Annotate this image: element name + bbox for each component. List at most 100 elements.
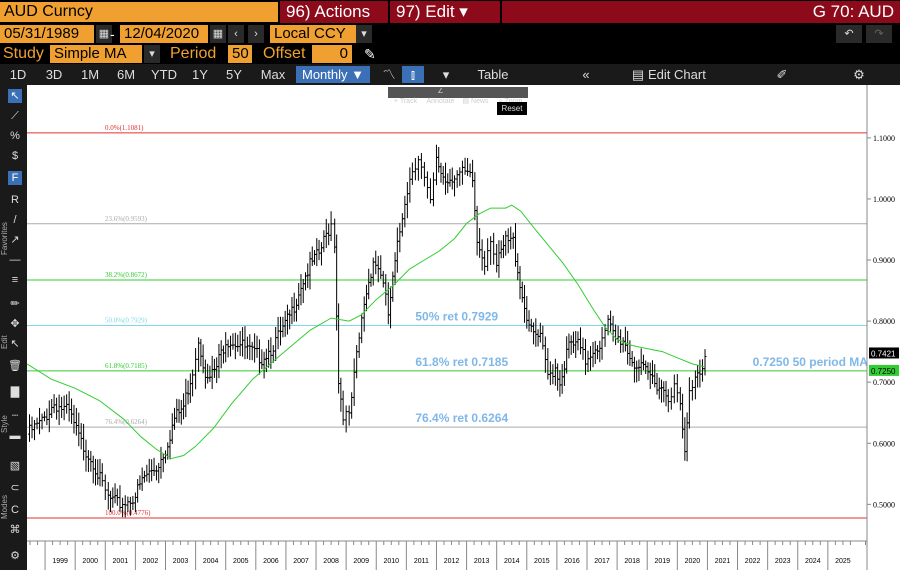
sidebar-settings-icon[interactable]: ⚙ [10, 550, 20, 562]
price-chart[interactable]: 0.0%(1.1081) 23.6%(0.9593) 38.2%(0.8672) 50… [27, 85, 900, 570]
dollar-tool-icon[interactable]: $ [11, 150, 19, 162]
actions-menu-button[interactable]: 96) Actions ▾ [280, 1, 388, 43]
c-mode-icon[interactable]: C [11, 504, 19, 516]
edit-chart-button[interactable]: Edit Chart [648, 67, 706, 82]
title-bar: AUD Curncy 96) Actions ▾ 97) Edit ▾ G 70… [0, 0, 900, 43]
chevron-down-icon[interactable]: ▾ [356, 25, 372, 43]
x-tick-label: 2007 [293, 558, 309, 565]
x-tick-label: 2006 [263, 558, 279, 565]
calendar-icon[interactable]: ▦ [96, 25, 112, 43]
y-tick-label: 0.6000 [873, 439, 895, 448]
select-icon[interactable]: ↖ [10, 338, 20, 350]
range-tab-1y[interactable]: 1Y [192, 67, 208, 82]
x-tick-label: 2004 [203, 558, 219, 565]
chart-tool-annotate[interactable]: ∠ Annotate [423, 87, 458, 107]
trash-icon[interactable]: 🗑 [8, 360, 22, 372]
line-chart-icon[interactable]: 〽 [382, 67, 396, 82]
study-select[interactable]: Simple MA [50, 45, 142, 63]
currency-select[interactable]: Local CCY [270, 25, 356, 43]
ray-icon[interactable]: ↗ [10, 234, 20, 246]
x-tick-label: 2018 [624, 558, 640, 565]
move-icon[interactable]: ✥ [10, 318, 20, 330]
line-weight-icon[interactable]: ▬ [9, 430, 21, 442]
x-tick-label: 2011 [414, 558, 429, 565]
x-tick-label: 2022 [745, 558, 761, 565]
x-tick-label: 2014 [504, 558, 520, 565]
chevron-left-icon[interactable]: ‹ [228, 25, 244, 43]
x-tick-label: 2016 [564, 558, 580, 565]
chevron-right-icon[interactable]: › [248, 25, 264, 43]
brush-icon[interactable]: ✏ [10, 298, 20, 310]
percent-tool-icon[interactable]: % [10, 130, 20, 142]
fib-annotation: 61.8% ret 0.7185 [415, 355, 508, 369]
magnet-icon[interactable]: ⊂ [10, 482, 20, 494]
calendar-icon[interactable]: ▦ [210, 25, 226, 43]
chart-id-label: G 70: AUD [502, 1, 900, 23]
x-tick-label: 2020 [685, 558, 701, 565]
chart-canvas[interactable]: 0.0%(1.1081) 23.6%(0.9593) 38.2%(0.8672) 50… [27, 85, 900, 570]
collapse-icon[interactable]: « [582, 67, 590, 82]
r-tool-icon[interactable]: R [11, 194, 19, 206]
offset-label: Offset [263, 45, 306, 62]
pencil-icon[interactable]: ✎ [364, 46, 376, 62]
x-tick-label: 2002 [143, 558, 159, 565]
chevron-down-icon[interactable]: ▾ [442, 67, 450, 82]
last-price-box [869, 364, 899, 376]
annotate-pen-icon[interactable]: ✐ [776, 67, 788, 82]
annotate-icon: ∠ [437, 88, 444, 95]
bar-chart-icon[interactable]: ⫾ [402, 66, 424, 83]
range-tab-ytd[interactable]: YTD [151, 67, 177, 82]
date-separator: - [110, 26, 115, 42]
horizontal-line-icon[interactable]: — [9, 254, 21, 266]
security-field[interactable]: AUD Curncy [0, 2, 278, 22]
sidebar-label-edit: Edit [0, 335, 9, 349]
period-field[interactable]: 50 [228, 45, 252, 63]
range-tab-1m[interactable]: 1M [80, 67, 100, 82]
news-icon: ▤ [462, 98, 472, 105]
date-range-bar: 05/31/1989 ▦ - 12/04/2020 ▦ ‹ › Local CC… [0, 24, 900, 44]
cursor-icon[interactable]: ↖ [8, 89, 22, 103]
y-tick-label: 1.0000 [873, 195, 895, 204]
x-tick-label: 2005 [233, 558, 249, 565]
pattern-icon[interactable]: ▧ [9, 460, 21, 472]
offset-field[interactable]: 0 [312, 45, 352, 63]
chart-tool-track[interactable]: + Track [388, 97, 423, 107]
interval-select[interactable]: Monthly ▼ [296, 66, 370, 83]
trendline-icon[interactable]: / [13, 214, 17, 226]
x-tick-label: 2017 [594, 558, 610, 565]
study-bar: Study Simple MA ▾ Period 50 Offset 0 ✎ [0, 44, 900, 64]
reset-button[interactable]: Reset [497, 102, 527, 115]
table-button[interactable]: Table [477, 67, 509, 82]
fib-level-label: 100.0%(0.4776) [105, 509, 151, 517]
redo-icon[interactable]: ↷ [866, 25, 892, 43]
color-icon[interactable]: ▇ [10, 386, 20, 398]
range-tab-max[interactable]: Max [260, 67, 286, 82]
chart-tool-label: Track [399, 98, 418, 105]
fibonacci-tool-icon[interactable]: F [8, 171, 22, 185]
settings-gear-icon[interactable]: ⚙ [853, 67, 865, 82]
x-tick-label: 2010 [384, 558, 400, 565]
fib-level-label: 23.6%(0.9593) [105, 215, 148, 223]
sidebar-label-style: Style [0, 415, 9, 433]
drawing-tools-sidebar: ↖ ⟋ % $ F R / ↗ — ≡ ✏ ✥ ↖ 🗑 ▇ ┄ ▬ ▧ ⊂ C … [0, 85, 27, 570]
channel-icon[interactable]: ≡ [11, 274, 19, 286]
zoom-icon: ⌕ [499, 98, 505, 105]
chart-tool-zoom[interactable]: ⌕ Zoom [493, 97, 528, 107]
line-style-icon[interactable]: ┄ [11, 410, 19, 422]
range-tab-3d[interactable]: 3D [45, 67, 63, 82]
chevron-down-icon[interactable]: ▾ [144, 45, 160, 63]
fib-level-label: 50.0%(0.7929) [105, 316, 148, 324]
start-date-field[interactable]: 05/31/1989 [0, 25, 94, 43]
undo-icon[interactable]: ↶ [836, 25, 862, 43]
range-tab-6m[interactable]: 6M [116, 67, 136, 82]
link-icon[interactable]: ⌘ [9, 524, 21, 536]
last-price-box [869, 347, 899, 359]
chart-tool-label: News [471, 98, 489, 105]
end-date-field[interactable]: 12/04/2020 [120, 25, 208, 43]
sidebar-label-modes: Modes [0, 494, 9, 519]
range-tab-5y[interactable]: 5Y [226, 67, 242, 82]
chart-tool-news[interactable]: ▤ News [458, 97, 493, 107]
edit-menu-button[interactable]: 97) Edit ▾ [390, 1, 500, 23]
draw-line-icon[interactable]: ⟋ [11, 110, 19, 122]
range-tab-1d[interactable]: 1D [9, 67, 27, 82]
